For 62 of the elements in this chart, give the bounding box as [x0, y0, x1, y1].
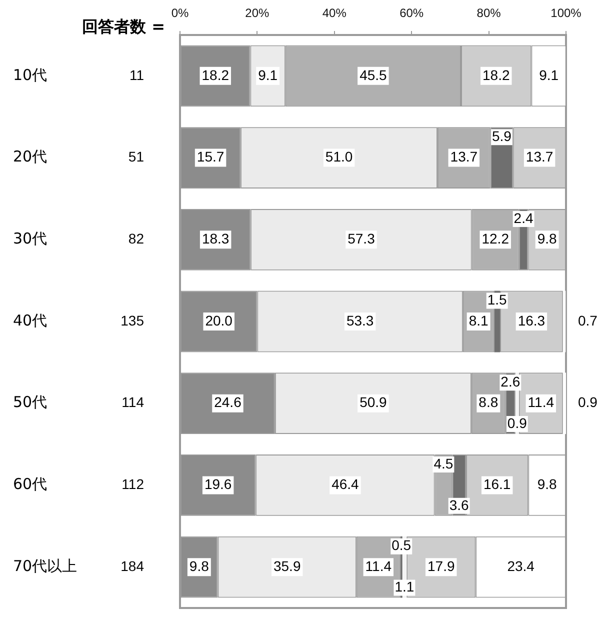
data-label: 17.9 — [428, 558, 455, 574]
data-label: 45.5 — [360, 66, 388, 83]
y-tick-label: 60代 — [13, 475, 48, 494]
data-label: 5.9 — [492, 128, 512, 144]
data-label: 18.2 — [202, 66, 230, 83]
data-label: 8.1 — [468, 312, 489, 328]
data-label: 0.9 — [507, 414, 528, 431]
text: 135 — [120, 312, 144, 328]
data-label: 16.3 — [518, 312, 546, 328]
data-label: 11.4 — [365, 558, 392, 574]
data-label: 0.7 — [578, 312, 598, 328]
data-label: 9.8 — [537, 476, 558, 492]
data-label: 12.2 — [482, 230, 510, 246]
data-label: 13.7 — [450, 148, 478, 165]
data-label: 18.3 — [202, 230, 230, 246]
x-tick-label: 40% — [322, 6, 347, 20]
data-label: 3.6 — [449, 496, 470, 513]
data-label: 53.3 — [346, 312, 374, 328]
data-label: 50.9 — [360, 394, 388, 410]
y-tick-label: 70代以上 — [13, 556, 78, 575]
data-label: 15.7 — [196, 148, 224, 165]
data-label: 16.1 — [483, 476, 511, 492]
data-label: 19.6 — [204, 476, 232, 492]
x-tick-label: 80% — [476, 6, 502, 20]
data-label: 20.0 — [205, 312, 233, 328]
y-tick-label: 20代 — [13, 148, 48, 166]
text: 51 — [128, 148, 144, 165]
data-label: 9.1 — [539, 66, 559, 83]
data-label: 35.9 — [273, 558, 301, 574]
data-label: 9.8 — [189, 558, 210, 574]
text: 114 — [122, 394, 144, 410]
y-tick-label: 40代 — [13, 311, 48, 330]
text: 回答者数 = — [82, 17, 165, 36]
data-label: 2.4 — [514, 210, 534, 226]
x-tick-label: 0% — [171, 6, 189, 20]
data-label: 18.2 — [482, 66, 510, 83]
text: 184 — [120, 558, 144, 574]
data-label: 46.4 — [332, 476, 360, 492]
data-label: 24.6 — [214, 394, 242, 410]
text: 82 — [128, 230, 144, 246]
x-tick-label: 60% — [400, 6, 424, 20]
data-label: 0.9 — [578, 394, 598, 410]
x-tick-label: 100% — [550, 6, 582, 20]
data-label: 4.5 — [434, 455, 454, 472]
data-label: 13.7 — [526, 148, 554, 165]
data-label: 1.1 — [394, 578, 414, 595]
text: 11 — [129, 66, 144, 83]
data-label: 8.8 — [478, 394, 498, 410]
data-label: 0.5 — [392, 537, 412, 554]
y-tick-label: 50代 — [13, 393, 48, 412]
data-label: 57.3 — [348, 230, 376, 246]
x-tick-label: 20% — [245, 6, 270, 20]
data-label: 51.0 — [325, 148, 353, 165]
data-label: 1.5 — [487, 292, 508, 308]
text: 112 — [122, 476, 144, 492]
data-label: 2.6 — [500, 374, 520, 390]
y-tick-label: 10代 — [13, 66, 48, 84]
data-label: 9.8 — [537, 230, 558, 246]
data-label: 23.4 — [507, 558, 535, 574]
y-tick-label: 30代 — [13, 230, 48, 248]
data-label: 9.1 — [258, 66, 278, 83]
data-label: 11.4 — [528, 394, 554, 410]
